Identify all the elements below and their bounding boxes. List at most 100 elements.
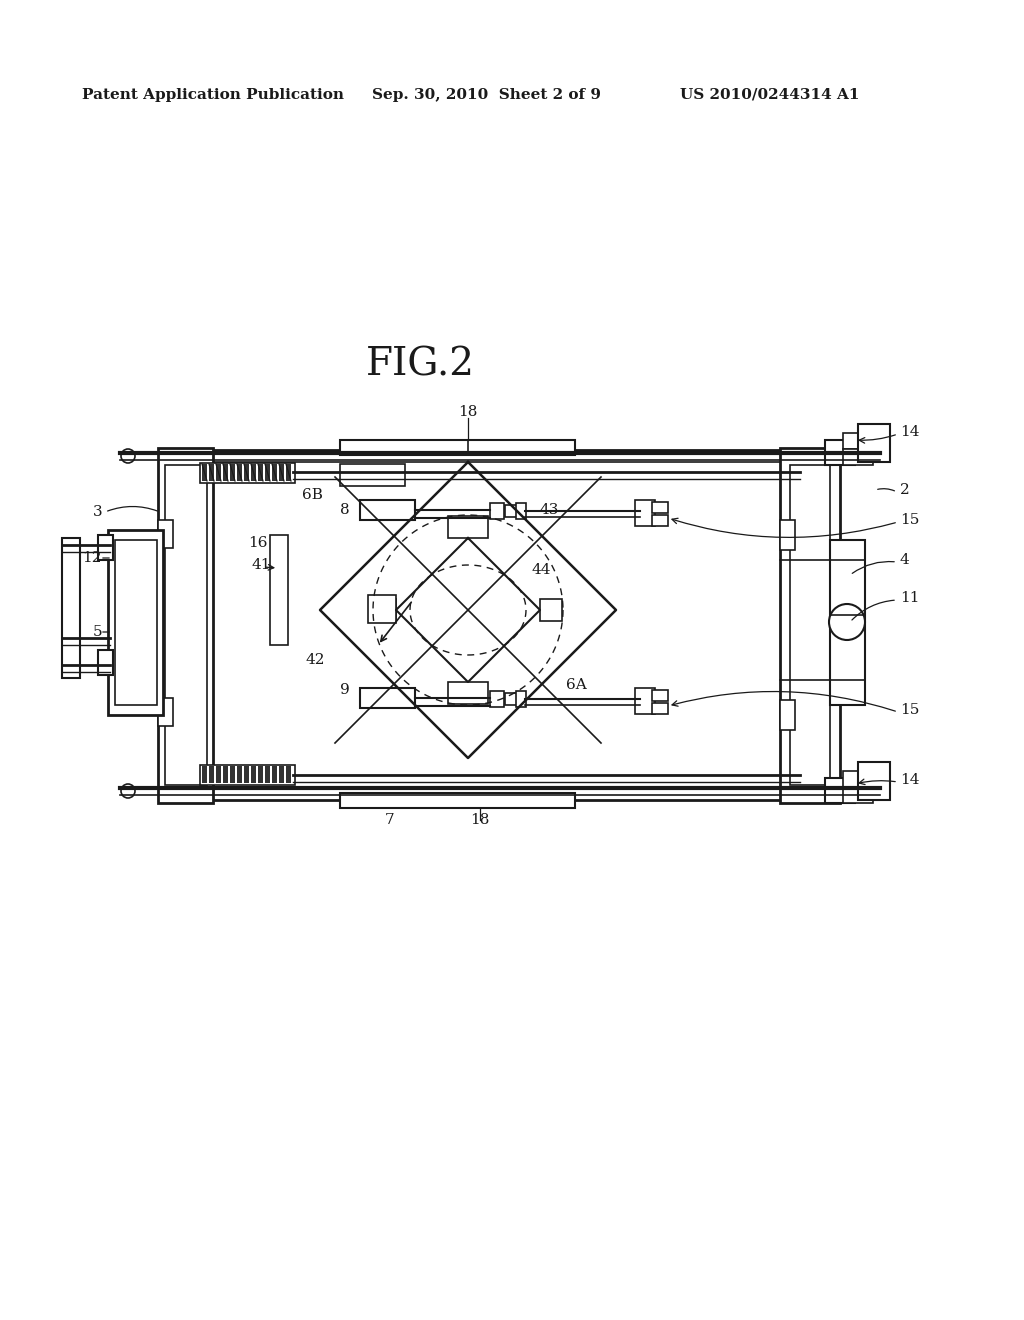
Polygon shape [209,465,214,480]
Polygon shape [202,465,207,480]
Text: 8: 8 [340,503,349,517]
Bar [158,520,173,548]
Text: 42: 42 [305,653,325,667]
Bar [780,520,795,550]
Bar [505,506,517,517]
Polygon shape [258,465,263,480]
Bar [98,535,113,560]
Polygon shape [223,766,228,783]
Circle shape [121,784,135,799]
Bar [825,777,855,803]
Text: 15: 15 [900,513,920,527]
Text: 5: 5 [92,624,102,639]
Bar [652,690,668,701]
Text: 18: 18 [470,813,489,828]
Bar [635,500,655,525]
Bar [780,447,840,803]
Bar [449,516,488,539]
Text: 12: 12 [83,550,102,565]
Text: 15: 15 [900,704,920,717]
Polygon shape [251,465,256,480]
Polygon shape [202,766,207,783]
Text: 14: 14 [900,774,920,787]
Bar [858,762,890,800]
Bar [340,793,575,808]
Bar [374,599,396,620]
Bar [368,595,396,623]
Text: 11: 11 [900,591,920,605]
Bar [98,649,113,675]
Polygon shape [272,766,278,783]
Polygon shape [258,766,263,783]
Bar [200,766,295,785]
Circle shape [829,605,865,640]
Text: 6B: 6B [302,488,323,502]
Bar [115,540,157,705]
Polygon shape [272,465,278,480]
Polygon shape [265,766,270,783]
Polygon shape [216,766,221,783]
Bar [490,503,504,519]
Bar [843,433,873,449]
Bar [516,690,526,708]
Bar [843,449,873,465]
Bar [340,465,406,486]
Bar [360,688,415,708]
Text: 18: 18 [459,405,477,418]
Bar [830,540,865,705]
Polygon shape [230,465,234,480]
Bar [790,465,830,785]
Bar [108,531,163,715]
Polygon shape [279,465,284,480]
Bar [360,500,415,520]
Text: 14: 14 [900,425,920,440]
Text: 9: 9 [340,682,350,697]
Text: 4: 4 [900,553,909,568]
Circle shape [121,449,135,463]
Bar [210,462,788,788]
Text: 44: 44 [532,564,552,577]
Bar [652,704,668,714]
Polygon shape [279,766,284,783]
Bar [200,463,295,483]
Polygon shape [286,766,291,783]
Text: 43: 43 [540,503,559,517]
Bar [198,450,800,800]
Bar [635,688,655,714]
Bar [340,440,575,455]
Bar [825,440,855,465]
Bar [516,503,526,519]
Polygon shape [237,766,242,783]
Text: Patent Application Publication: Patent Application Publication [82,88,344,102]
Bar [505,693,517,705]
Bar [858,424,890,462]
Text: 41: 41 [252,558,271,572]
Bar [62,539,80,678]
Polygon shape [237,465,242,480]
Bar [652,515,668,525]
Polygon shape [209,766,214,783]
Bar [780,700,795,730]
Polygon shape [265,465,270,480]
Bar [652,502,668,513]
Text: Sep. 30, 2010  Sheet 2 of 9: Sep. 30, 2010 Sheet 2 of 9 [372,88,601,102]
Polygon shape [230,766,234,783]
Text: US 2010/0244314 A1: US 2010/0244314 A1 [680,88,859,102]
Text: 2: 2 [900,483,909,498]
Polygon shape [251,766,256,783]
Bar [540,599,562,620]
Polygon shape [244,465,249,480]
Bar [158,698,173,726]
Bar [449,682,488,704]
Bar [158,447,213,803]
Text: 6A: 6A [566,678,587,692]
Polygon shape [223,465,228,480]
Polygon shape [244,766,249,783]
Text: 16: 16 [248,536,267,550]
Bar [490,690,504,708]
Text: 7: 7 [385,813,395,828]
Text: FIG.2: FIG.2 [366,346,474,384]
Text: 3: 3 [92,506,102,519]
Polygon shape [286,465,291,480]
Bar [165,465,207,785]
